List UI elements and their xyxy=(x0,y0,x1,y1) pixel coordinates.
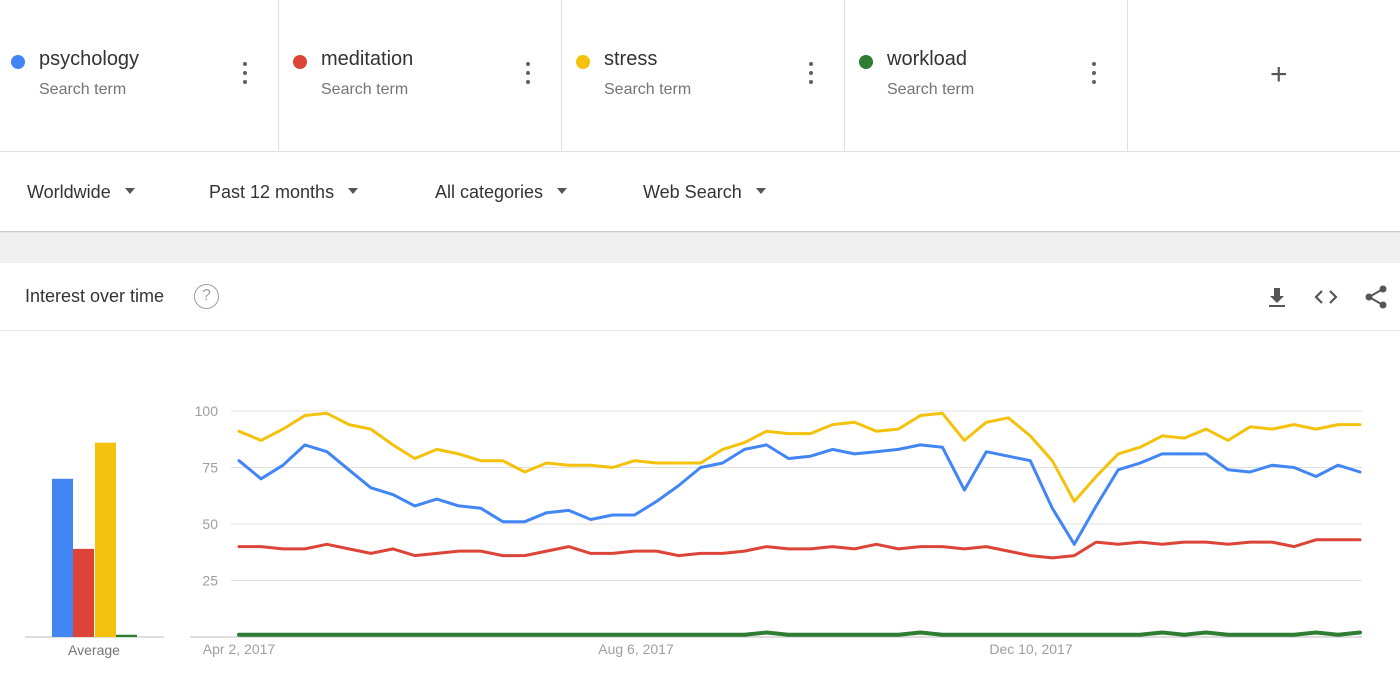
y-tick-label: 50 xyxy=(202,516,218,532)
term-type: Search term xyxy=(321,81,409,98)
share-icon[interactable] xyxy=(1362,283,1390,311)
interest-over-time-chart: 25 50 75 100 Apr 2, 2017 Aug 6, 2017 Dec 10, 2… xyxy=(0,331,1400,687)
x-tick-label: Aug 6, 2017 xyxy=(598,641,674,657)
region-filter[interactable]: Worldwide xyxy=(27,182,135,203)
dropdown-arrow-icon xyxy=(348,188,359,195)
search-term-stress[interactable]: stress Search term xyxy=(562,0,845,152)
interest-over-time-header: Interest over time ? xyxy=(0,263,1400,331)
embed-icon[interactable] xyxy=(1312,283,1340,311)
average-bar-stress xyxy=(95,442,116,637)
series-color-dot xyxy=(859,55,873,69)
time-range-filter-label: Past 12 months xyxy=(209,182,335,202)
term-name[interactable]: workload xyxy=(887,48,968,70)
download-icon[interactable] xyxy=(1263,283,1291,311)
search-type-filter-label: Web Search xyxy=(643,182,742,202)
term-name[interactable]: stress xyxy=(604,48,658,70)
filter-bar: Worldwide Past 12 months All categories … xyxy=(0,153,1400,232)
more-vert-icon[interactable] xyxy=(808,62,814,84)
term-type: Search term xyxy=(604,81,692,98)
card-title: Interest over time xyxy=(25,286,165,306)
term-type: Search term xyxy=(39,81,127,98)
plus-icon: + xyxy=(1270,58,1288,91)
x-tick-label: Dec 10, 2017 xyxy=(989,641,1072,657)
average-label: Average xyxy=(68,642,120,658)
y-tick-label: 25 xyxy=(202,573,218,589)
search-term-workload[interactable]: workload Search term xyxy=(845,0,1128,152)
average-bar-psychology xyxy=(52,478,73,637)
series-color-dot xyxy=(11,55,25,69)
average-bar-meditation xyxy=(73,548,94,637)
y-tick-label: 75 xyxy=(202,460,218,476)
search-terms-bar: psychology Search term meditation Search… xyxy=(0,0,1400,152)
x-tick-label: Apr 2, 2017 xyxy=(203,641,276,657)
more-vert-icon[interactable] xyxy=(242,62,248,84)
series-line-psychology xyxy=(237,443,1362,546)
more-vert-icon[interactable] xyxy=(1091,62,1097,84)
search-type-filter[interactable]: Web Search xyxy=(643,182,766,203)
section-divider xyxy=(0,233,1400,263)
average-bar-workload xyxy=(116,634,137,637)
y-tick-label: 100 xyxy=(195,403,219,419)
add-comparison-button[interactable]: + xyxy=(1128,0,1400,152)
help-icon[interactable]: ? xyxy=(194,284,219,309)
series-color-dot xyxy=(293,55,307,69)
line-chart-svg: 25 50 75 100 Apr 2, 2017 Aug 6, 2017 Dec 10, 2… xyxy=(25,403,1362,657)
region-filter-label: Worldwide xyxy=(27,182,111,202)
category-filter-label: All categories xyxy=(435,182,544,202)
series-line-workload xyxy=(237,630,1362,637)
term-name[interactable]: psychology xyxy=(39,48,140,70)
time-range-filter[interactable]: Past 12 months xyxy=(209,182,359,203)
series-line-meditation xyxy=(237,538,1362,560)
series-line-stress xyxy=(237,411,1362,503)
term-type: Search term xyxy=(887,81,975,98)
series-color-dot xyxy=(576,55,590,69)
dropdown-arrow-icon xyxy=(124,188,135,195)
search-term-psychology[interactable]: psychology Search term xyxy=(0,0,279,152)
search-term-meditation[interactable]: meditation Search term xyxy=(279,0,562,152)
term-name[interactable]: meditation xyxy=(321,48,414,70)
category-filter[interactable]: All categories xyxy=(435,182,568,203)
dropdown-arrow-icon xyxy=(557,188,568,195)
dropdown-arrow-icon xyxy=(755,188,766,195)
more-vert-icon[interactable] xyxy=(525,62,531,84)
